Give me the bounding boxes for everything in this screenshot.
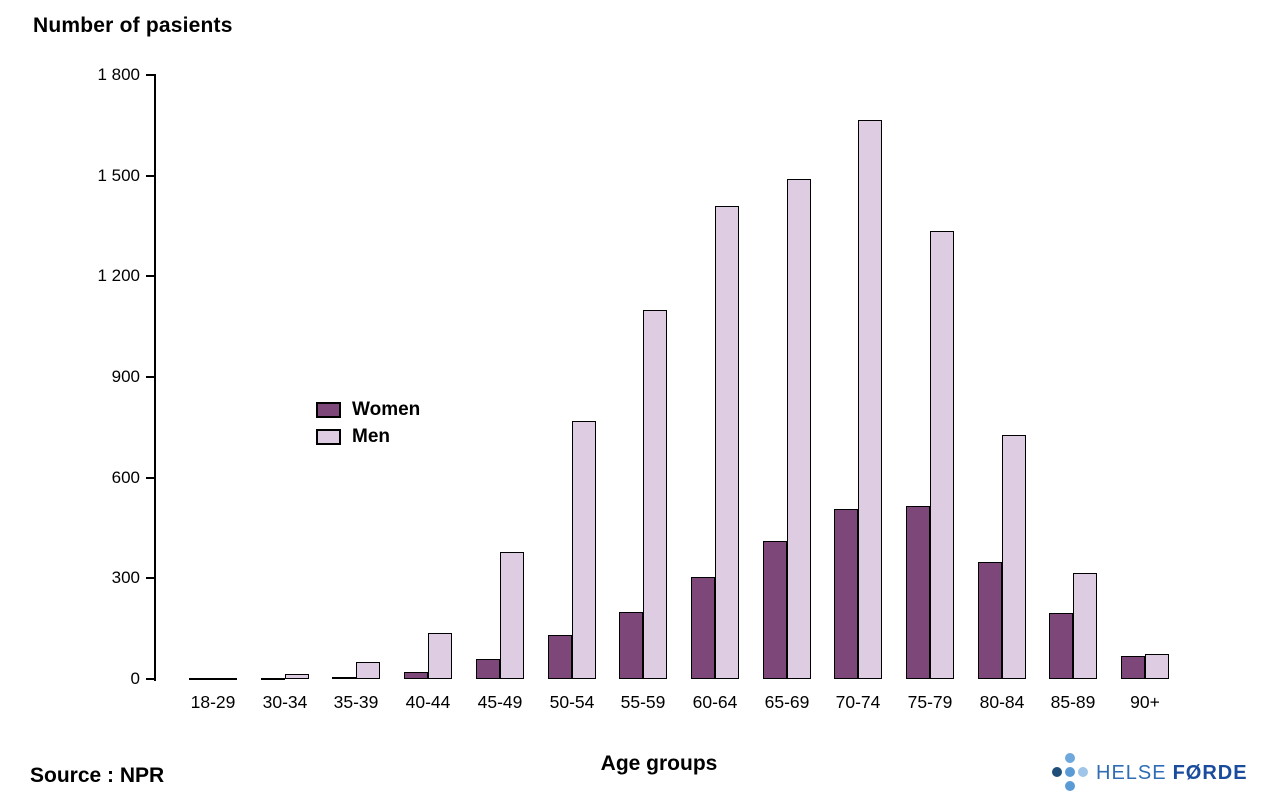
y-tick	[146, 678, 155, 680]
y-tick-label: 1 500	[97, 166, 140, 185]
legend-swatch-women	[316, 401, 341, 418]
bar-men-30-34	[285, 674, 309, 679]
x-tick-label-30-34: 30-34	[262, 692, 308, 712]
bar-women-70-74	[834, 509, 858, 679]
legend-label-men: Men	[352, 425, 390, 447]
logo-dot-left-icon	[1052, 767, 1062, 777]
x-tick-label-35-39: 35-39	[333, 692, 379, 712]
bar-men-60-64	[715, 206, 739, 679]
legend: Women Men	[316, 396, 420, 450]
chart-title: Number of pasients	[33, 14, 233, 37]
helse-forde-logo: HELSE FØRDE	[1048, 750, 1268, 798]
bar-men-55-59	[643, 310, 667, 679]
x-tick-label-85-89: 85-89	[1050, 692, 1096, 712]
logo-dot-top-icon	[1065, 753, 1075, 763]
bar-women-85-89	[1049, 613, 1073, 679]
legend-label-women: Women	[352, 398, 421, 420]
y-tick-label: 900	[111, 367, 140, 386]
bar-women-60-64	[691, 577, 715, 679]
y-tick-label: 300	[111, 568, 140, 587]
x-tick-label-55-59: 55-59	[620, 692, 666, 712]
legend-row-men: Men	[316, 423, 420, 450]
logo-text: HELSE FØRDE	[1096, 762, 1248, 785]
x-tick-label-65-69: 65-69	[764, 692, 810, 712]
bar-women-55-59	[619, 612, 643, 679]
x-tick-label-50-54: 50-54	[549, 692, 595, 712]
bar-men-45-49	[500, 552, 524, 679]
y-tick	[146, 175, 155, 177]
bar-men-40-44	[428, 633, 452, 679]
y-tick	[146, 275, 155, 277]
y-tick	[146, 376, 155, 378]
bar-women-45-49	[476, 659, 500, 679]
bar-men-85-89	[1073, 573, 1097, 679]
y-tick-label: 0	[130, 669, 140, 688]
bar-women-30-34	[261, 678, 285, 680]
bar-men-35-39	[356, 662, 380, 679]
bar-women-50-54	[548, 635, 572, 679]
bar-men-65-69	[787, 179, 811, 679]
legend-swatch-men	[316, 428, 341, 445]
x-tick-label-70-74: 70-74	[835, 692, 881, 712]
bar-women-40-44	[404, 672, 428, 679]
x-tick-label-40-44: 40-44	[405, 692, 451, 712]
y-tick	[146, 577, 155, 579]
y-tick-label: 600	[111, 468, 140, 487]
bar-men-70-74	[858, 120, 882, 679]
y-axis-line	[154, 74, 156, 681]
logo-dot-center-icon	[1065, 767, 1075, 777]
x-tick-label-75-79: 75-79	[907, 692, 953, 712]
x-tick-label-45-49: 45-49	[477, 692, 523, 712]
logo-dot-right-icon	[1078, 767, 1088, 777]
bar-men-75-79	[930, 231, 954, 679]
x-tick-label-60-64: 60-64	[692, 692, 738, 712]
bar-men-18-29	[213, 678, 237, 680]
y-tick	[146, 477, 155, 479]
bar-women-75-79	[906, 506, 930, 679]
bar-men-50-54	[572, 421, 596, 679]
logo-dot-bottom-icon	[1065, 781, 1075, 791]
bar-women-35-39	[332, 677, 356, 679]
bar-women-18-29	[189, 678, 213, 680]
bar-women-80-84	[978, 562, 1002, 679]
y-tick-label: 1 200	[97, 266, 140, 285]
bar-men-90+	[1145, 654, 1169, 679]
bar-women-65-69	[763, 541, 787, 679]
x-tick-label-80-84: 80-84	[979, 692, 1025, 712]
x-axis-title: Age groups	[600, 752, 718, 775]
y-tick	[146, 74, 155, 76]
logo-text-forde: FØRDE	[1172, 762, 1248, 784]
x-tick-label-18-29: 18-29	[190, 692, 236, 712]
legend-row-women: Women	[316, 396, 420, 423]
bar-women-90+	[1121, 656, 1145, 679]
x-tick-label-90+: 90+	[1130, 692, 1160, 712]
bar-men-80-84	[1002, 435, 1026, 679]
logo-text-helse: HELSE	[1096, 762, 1167, 784]
y-tick-label: 1 800	[97, 65, 140, 84]
source-note: Source : NPR	[30, 764, 165, 787]
